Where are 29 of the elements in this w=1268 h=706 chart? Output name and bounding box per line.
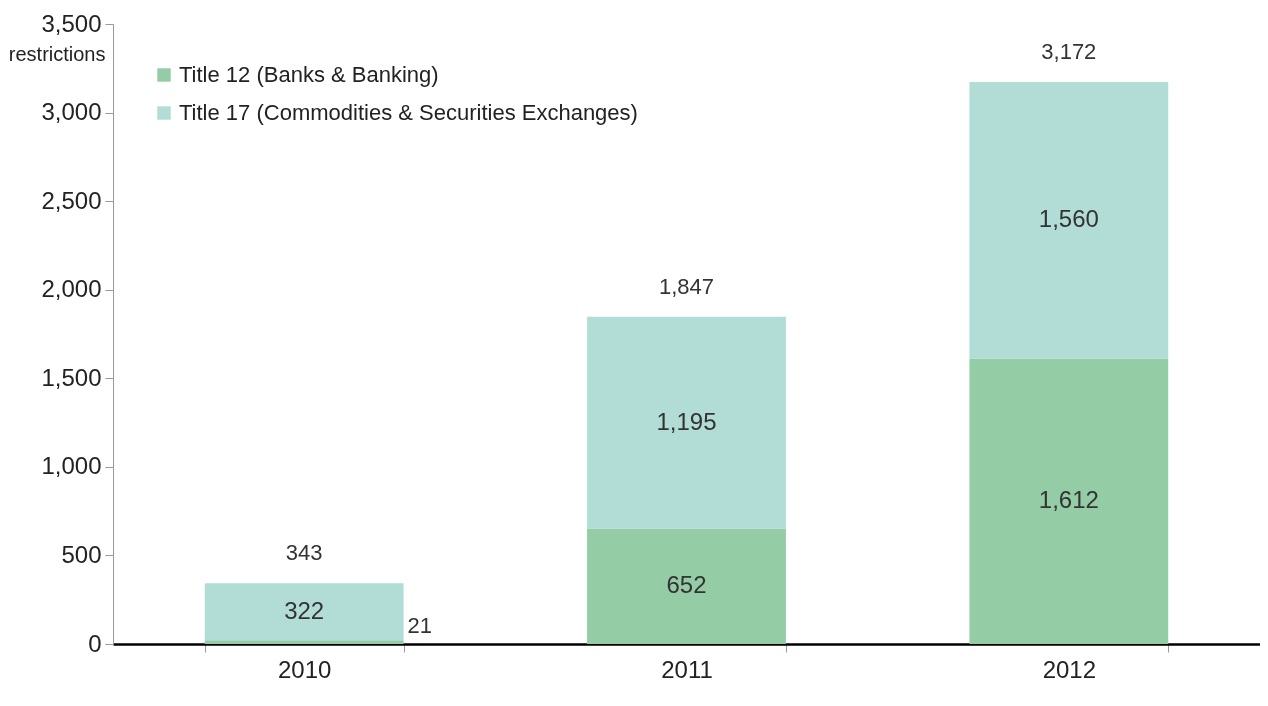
bar bbox=[969, 82, 1169, 359]
y-tick-label: 0 bbox=[88, 629, 102, 657]
legend-label: Title 17 (Commodities & Securities Exchanges) bbox=[179, 100, 638, 125]
y-tick-label: 3,000 bbox=[41, 98, 102, 126]
total-label: 343 bbox=[285, 540, 323, 566]
bar bbox=[204, 640, 404, 644]
y-tick-label: 2,000 bbox=[41, 275, 102, 303]
x-tick-label: 2012 bbox=[1042, 655, 1097, 683]
data-label: 1,195 bbox=[656, 407, 717, 435]
data-label: 652 bbox=[666, 571, 707, 599]
bar bbox=[204, 583, 404, 641]
y-tick-label: 500 bbox=[61, 540, 102, 568]
data-label: 322 bbox=[284, 596, 325, 624]
data-label: 1,612 bbox=[1038, 486, 1099, 514]
legend-label: Title 12 (Banks & Banking) bbox=[179, 62, 439, 87]
x-tick-label: 2010 bbox=[277, 655, 332, 683]
y-tick-label: 1,500 bbox=[41, 363, 102, 391]
y-tick-label: 3,500 bbox=[41, 9, 102, 37]
y-tick-label: 2,500 bbox=[41, 186, 102, 214]
bar bbox=[969, 358, 1169, 644]
total-label: 3,172 bbox=[1041, 39, 1097, 65]
data-label: 1,560 bbox=[1038, 205, 1099, 233]
x-tick-label: 2011 bbox=[661, 655, 713, 683]
data-label: 21 bbox=[407, 613, 433, 639]
bar bbox=[587, 528, 786, 644]
y-axis-title: restrictions bbox=[8, 42, 106, 65]
y-tick-label: 1,000 bbox=[41, 452, 102, 480]
total-label: 1,847 bbox=[658, 273, 715, 299]
bar bbox=[587, 316, 786, 529]
